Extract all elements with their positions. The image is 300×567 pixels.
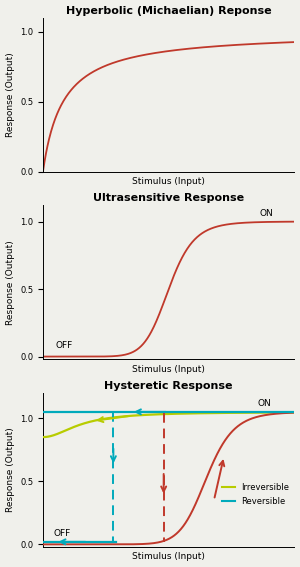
X-axis label: Stimulus (Input): Stimulus (Input) [132,365,205,374]
Text: OFF: OFF [56,341,73,350]
X-axis label: Stimulus (Input): Stimulus (Input) [132,552,205,561]
Y-axis label: Response (Output): Response (Output) [6,52,15,137]
Title: Hysteretic Response: Hysteretic Response [104,381,233,391]
X-axis label: Stimulus (Input): Stimulus (Input) [132,177,205,186]
Y-axis label: Response (Output): Response (Output) [6,428,15,513]
Title: Ultrasensitive Response: Ultrasensitive Response [93,193,244,203]
Legend: Irreversible, Reversible: Irreversible, Reversible [219,480,293,509]
Y-axis label: Response (Output): Response (Output) [6,240,15,325]
Text: ON: ON [258,399,272,408]
Title: Hyperbolic (Michaelian) Reponse: Hyperbolic (Michaelian) Reponse [66,6,272,15]
Text: ON: ON [259,209,273,218]
Text: OFF: OFF [53,528,70,538]
